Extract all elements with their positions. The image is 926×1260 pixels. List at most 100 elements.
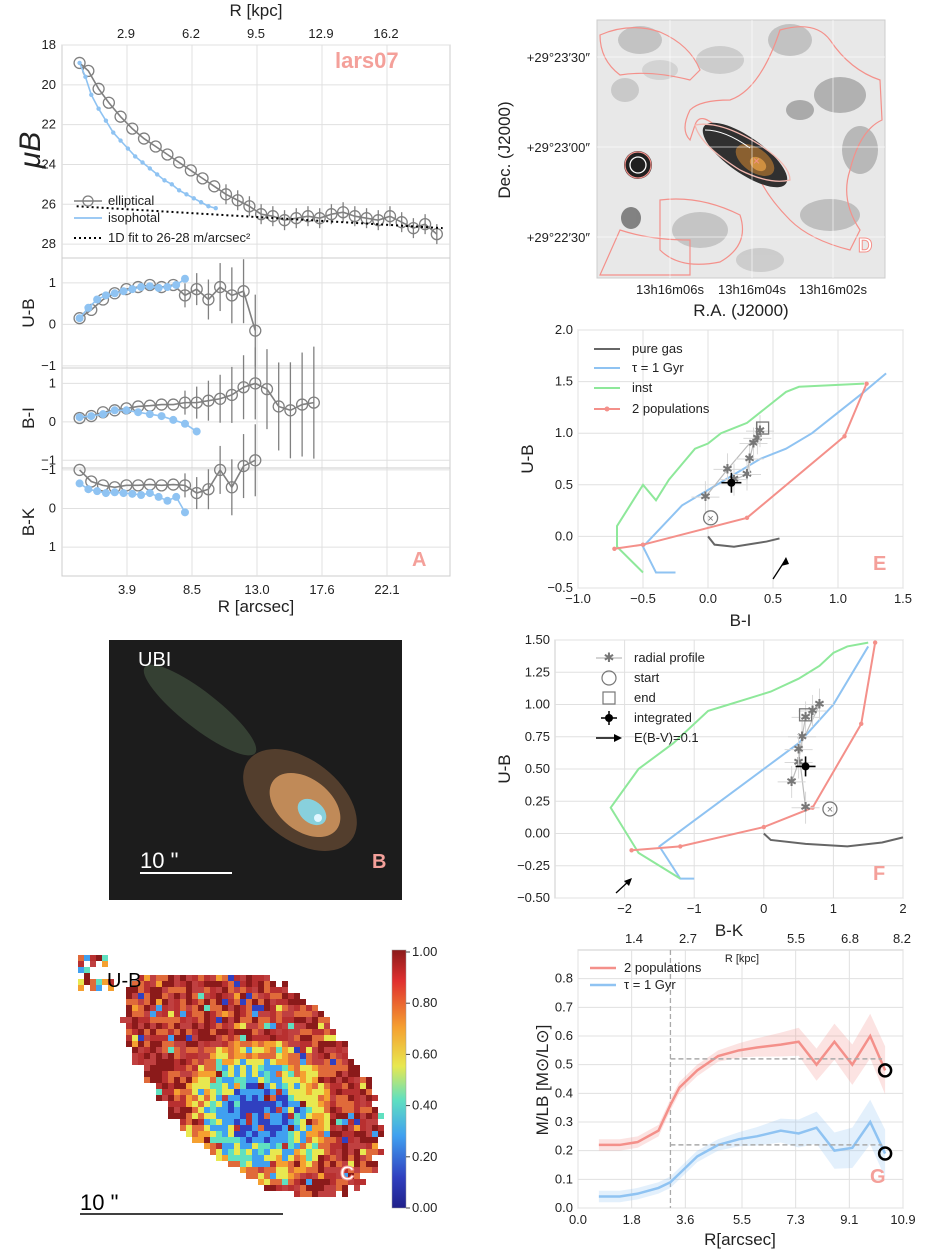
u-b-pixel xyxy=(300,1161,306,1167)
u-b-pixel xyxy=(168,1089,174,1095)
u-b-pixel xyxy=(270,1065,276,1071)
u-b-pixel xyxy=(234,1107,240,1113)
isophotal-point xyxy=(172,280,181,289)
u-b-pixel xyxy=(318,1041,324,1047)
model-point xyxy=(640,542,646,547)
u-b-pixel xyxy=(336,1053,342,1059)
u-b-pixel xyxy=(318,1119,324,1125)
isophotal-point xyxy=(103,118,109,123)
y-tick-label: 1 xyxy=(49,375,56,390)
u-b-pixel xyxy=(336,1047,342,1053)
u-b-pixel xyxy=(156,1005,162,1011)
u-b-pixel xyxy=(138,981,144,987)
u-b-pixel xyxy=(240,1065,246,1071)
u-b-pixel xyxy=(174,1071,180,1077)
u-b-pixel xyxy=(348,1155,354,1161)
u-b-pixel xyxy=(150,1011,156,1017)
u-b-pixel xyxy=(324,1179,330,1185)
u-b-pixel xyxy=(330,1173,336,1179)
u-b-pixel xyxy=(222,1113,228,1119)
u-b-pixel xyxy=(144,1047,150,1053)
isophotal-point xyxy=(147,166,153,171)
u-b-pixel xyxy=(372,1095,378,1101)
u-b-pixel xyxy=(216,1149,222,1155)
u-b-pixel xyxy=(228,1083,234,1089)
u-b-pixel xyxy=(258,1113,264,1119)
u-b-pixel xyxy=(240,1161,246,1167)
u-b-pixel xyxy=(246,1047,252,1053)
u-b-pixel xyxy=(240,1023,246,1029)
u-b-pixel xyxy=(294,1167,300,1173)
u-b-pixel xyxy=(348,1161,354,1167)
u-b-pixel xyxy=(180,981,186,987)
u-b-pixel xyxy=(186,1023,192,1029)
u-b-pixel xyxy=(264,1125,270,1131)
u-b-pixel xyxy=(258,1065,264,1071)
u-b-pixel xyxy=(234,1119,240,1125)
u-b-pixel xyxy=(234,1011,240,1017)
u-b-pixel xyxy=(180,1047,186,1053)
integrated-ml-marker xyxy=(877,1063,893,1078)
u-b-pixel xyxy=(162,1083,168,1089)
u-b-pixel xyxy=(330,1035,336,1041)
u-b-pixel xyxy=(240,1029,246,1035)
u-b-pixel xyxy=(300,1149,306,1155)
u-b-pixel xyxy=(228,1071,234,1077)
u-b-pixel xyxy=(306,1149,312,1155)
uncertainty-band xyxy=(598,1099,886,1203)
u-b-pixel xyxy=(234,981,240,987)
u-b-pixel xyxy=(288,1029,294,1035)
radial-point: ✱ xyxy=(748,436,759,451)
model-track xyxy=(658,645,870,880)
isophotal-point xyxy=(140,160,145,165)
u-b-pixel xyxy=(372,1137,378,1143)
isophotal-point xyxy=(206,204,211,209)
u-b-pixel xyxy=(222,1131,228,1137)
u-b-pixel xyxy=(132,1053,138,1059)
u-b-pixel xyxy=(216,1101,222,1107)
elliptical-point xyxy=(73,56,86,70)
model-track xyxy=(609,641,869,880)
u-b-pixel xyxy=(306,1137,312,1143)
u-b-pixel xyxy=(156,975,162,981)
u-b-pixel xyxy=(300,1041,306,1047)
u-b-pixel xyxy=(276,1041,282,1047)
u-b-pixel xyxy=(198,993,204,999)
u-b-pixel xyxy=(306,1029,312,1035)
u-b-pixel xyxy=(210,1143,216,1149)
u-b-pixel xyxy=(90,955,96,961)
u-b-pixel xyxy=(342,1143,348,1149)
u-b-pixel xyxy=(324,1071,330,1077)
dec-tick-2: +29°23′00″ xyxy=(527,140,591,155)
y-tick-label: 26 xyxy=(42,196,56,211)
u-b-pixel xyxy=(264,1149,270,1155)
u-b-pixel xyxy=(138,999,144,1005)
u-b-pixel xyxy=(234,1137,240,1143)
u-b-pixel xyxy=(240,1149,246,1155)
panel-a-top-tick: 2.9 xyxy=(117,26,135,41)
u-b-pixel xyxy=(234,993,240,999)
u-b-pixel xyxy=(252,1005,258,1011)
u-b-pixel xyxy=(216,1017,222,1023)
u-b-pixel xyxy=(144,981,150,987)
u-b-pixel xyxy=(288,1161,294,1167)
u-b-pixel xyxy=(216,1107,222,1113)
u-b-pixel xyxy=(360,1101,366,1107)
u-b-pixel xyxy=(324,1101,330,1107)
u-b-pixel xyxy=(192,1113,198,1119)
u-b-pixel xyxy=(276,1179,282,1185)
u-b-pixel xyxy=(336,1119,342,1125)
u-b-pixel xyxy=(318,1185,324,1191)
elliptical-point xyxy=(149,140,162,153)
u-b-pixel xyxy=(318,1143,324,1149)
u-b-pixel xyxy=(252,1125,258,1131)
u-b-pixel xyxy=(282,999,288,1005)
u-b-pixel xyxy=(210,987,216,993)
u-b-pixel xyxy=(276,1089,282,1095)
u-b-pixel xyxy=(174,1035,180,1041)
u-b-pixel xyxy=(324,1149,330,1155)
u-b-pixel xyxy=(372,1107,378,1113)
u-b-pixel xyxy=(360,1119,366,1125)
u-b-pixel xyxy=(150,999,156,1005)
u-b-pixel xyxy=(84,979,90,985)
